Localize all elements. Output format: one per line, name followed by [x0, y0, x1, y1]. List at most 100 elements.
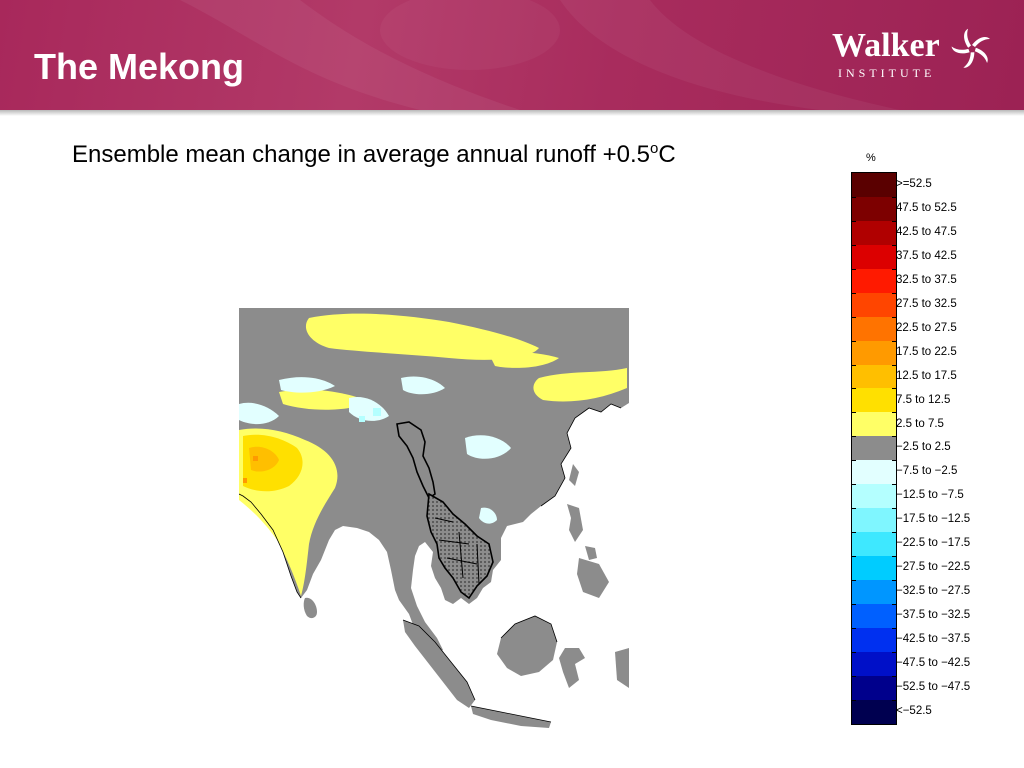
- legend-swatch: [852, 173, 896, 197]
- legend-label: −37.5 to −32.5: [896, 609, 971, 622]
- legend-color-bar: [851, 172, 897, 725]
- legend-tick: [892, 675, 896, 677]
- legend-label: −12.5 to −7.5: [896, 489, 964, 502]
- legend-swatch: [852, 436, 896, 461]
- legend-label: −47.5 to −42.5: [896, 657, 971, 669]
- mekong-basin-upper: [396, 421, 436, 500]
- legend-tick: [892, 436, 896, 438]
- legend-label: −42.5 to −37.5: [896, 633, 971, 646]
- legend-tick: [852, 244, 856, 246]
- legend-tick: [892, 388, 896, 390]
- legend-tick: [892, 556, 896, 557]
- legend-tick: [852, 484, 856, 486]
- legend-unit: %: [866, 152, 876, 164]
- legend-swatch: [852, 484, 896, 509]
- mekong-basin-subdivisions: [434, 517, 480, 585]
- legend-tick: [852, 699, 856, 701]
- legend-tick: [892, 651, 896, 653]
- legend-label: 27.5 to 32.5: [896, 297, 957, 310]
- legend-tick: [852, 364, 856, 366]
- legend-swatch: [852, 675, 896, 700]
- banner-decoration: [180, 0, 900, 110]
- legend-tick: [892, 603, 896, 605]
- legend-tick: [852, 292, 856, 294]
- legend-tick: [892, 364, 896, 366]
- legend-label: −52.5 to −47.5: [896, 680, 971, 693]
- legend-label: 12.5 to 17.5: [896, 369, 957, 382]
- new-guinea-edge: [615, 648, 629, 688]
- legend-swatch: [852, 220, 896, 245]
- legend-swatch: [852, 244, 896, 269]
- legend-label: 2.5 to 7.5: [896, 417, 944, 430]
- legend: % >=52.5 47.5 to 52.5 42.5 to 47.5 37.5 to …: [848, 150, 1008, 750]
- legend-label: 47.5 to 52.5: [896, 201, 957, 214]
- sri-lanka: [303, 597, 317, 619]
- legend-swatch: [852, 556, 896, 580]
- legend-label: −32.5 to −27.5: [896, 585, 971, 598]
- legend-swatch: [852, 292, 896, 317]
- legend-tick: [892, 292, 896, 294]
- legend-swatch: [852, 579, 896, 604]
- logo-wordmark: Walker: [832, 27, 940, 64]
- java: [471, 706, 551, 728]
- legend-label: >=52.5: [896, 178, 932, 190]
- positive-runoff-north: [279, 313, 627, 410]
- legend-tick: [892, 412, 896, 414]
- coastlines: [239, 403, 622, 723]
- legend-tick: [852, 268, 856, 270]
- legend-tick: [892, 268, 896, 270]
- legend-swatch: [852, 699, 896, 724]
- legend-tick: [852, 388, 856, 390]
- legend-tick: [892, 532, 896, 534]
- legend-tick: [892, 340, 896, 342]
- legend-label: <−52.5: [896, 704, 932, 717]
- title-banner: The Mekong Walker INSTITUTE: [0, 0, 1024, 110]
- page-title: The Mekong: [34, 46, 245, 87]
- legend-swatch: [852, 268, 896, 293]
- legend-swatch: [852, 651, 896, 676]
- legend-tick: [852, 412, 856, 414]
- logo-subtitle: INSTITUTE: [838, 66, 936, 80]
- legend-tick: [892, 484, 896, 486]
- legend-label: −22.5 to −17.5: [896, 537, 971, 550]
- legend-label: 37.5 to 42.5: [896, 249, 957, 262]
- legend-tick: [852, 508, 856, 510]
- legend-tick: [852, 532, 856, 534]
- legend-swatch: [852, 364, 896, 389]
- legend-label: −7.5 to −2.5: [896, 465, 958, 478]
- legend-label: 32.5 to 37.5: [896, 273, 957, 286]
- sumatra: [403, 620, 475, 708]
- legend-tick: [892, 244, 896, 246]
- sulawesi: [559, 648, 585, 688]
- figure-title: Ensemble mean change in average annual r…: [72, 140, 676, 169]
- legend-label: 17.5 to 22.5: [896, 345, 957, 358]
- luzon: [567, 504, 583, 542]
- legend-tick: [852, 460, 856, 462]
- legend-tick: [892, 699, 896, 701]
- legend-swatch: [852, 412, 896, 437]
- legend-swatch: [852, 508, 896, 533]
- banner-shadow: [0, 110, 1024, 116]
- legend-swatch: [852, 388, 896, 413]
- legend-tick: [892, 220, 896, 222]
- legend-tick: [892, 627, 896, 629]
- legend-swatch: [852, 532, 896, 556]
- temperature-unit: C: [658, 141, 676, 168]
- legend-label: −27.5 to −22.5: [896, 561, 971, 574]
- legend-tick: [852, 316, 856, 318]
- india-positive-peak: [249, 446, 279, 472]
- legend-label: 22.5 to 27.5: [896, 321, 957, 334]
- legend-swatch: [852, 603, 896, 628]
- legend-tick: [892, 508, 896, 510]
- legend-label: −2.5 to 2.5: [896, 441, 951, 454]
- visayas: [585, 546, 597, 560]
- swirl-logo-icon: [951, 28, 990, 68]
- legend-swatch: [852, 340, 896, 365]
- legend-tick: [892, 316, 896, 318]
- legend-swatch: [852, 460, 896, 485]
- legend-tick: [852, 651, 856, 653]
- legend-swatch: [852, 627, 896, 652]
- degree-symbol: o: [649, 140, 659, 157]
- legend-tick: [852, 675, 856, 677]
- legend-tick: [852, 603, 856, 605]
